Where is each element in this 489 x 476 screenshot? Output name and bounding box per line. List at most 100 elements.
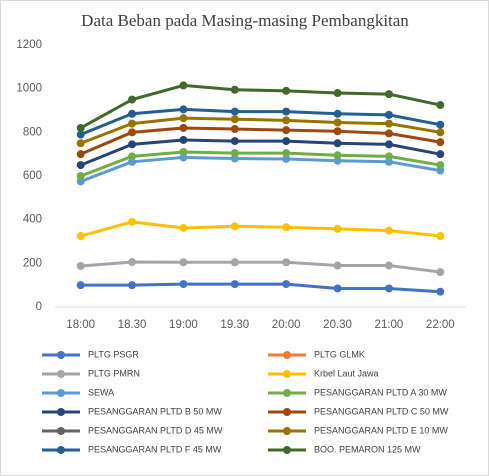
point [230, 107, 239, 116]
point [282, 116, 291, 125]
point [333, 151, 342, 160]
legend-marker [57, 389, 65, 397]
point [384, 90, 393, 99]
point [128, 281, 137, 290]
point [128, 128, 137, 137]
point [282, 280, 291, 289]
legend-label: PESANGGARAN PLTD E 10 MW [314, 425, 448, 435]
x-tick-label: 22:00 [426, 319, 455, 331]
point [179, 81, 188, 90]
legend-marker [283, 389, 291, 397]
point [230, 85, 239, 94]
legend-label: PESANGGARAN PLTD C 50 MW [314, 406, 449, 416]
point [436, 232, 445, 241]
legend-label: PESANGGARAN PLTD A 30 MW [314, 387, 447, 397]
point [76, 161, 85, 170]
point [230, 222, 239, 231]
legend-marker [57, 370, 65, 378]
point [384, 110, 393, 119]
x-tick-label: 19:00 [169, 319, 198, 331]
point [384, 226, 393, 235]
y-tick-label: 800 [23, 126, 42, 138]
point [179, 135, 188, 144]
x-tick-label: 19.30 [220, 319, 249, 331]
series-line [80, 260, 441, 274]
legend-marker [283, 408, 291, 416]
point [282, 86, 291, 95]
point [333, 118, 342, 127]
point [384, 152, 393, 161]
point [128, 95, 137, 104]
x-tick-label: 18:00 [66, 319, 95, 331]
point [436, 101, 445, 110]
point [282, 258, 291, 267]
legend-label: PLTG PMRN [88, 368, 140, 378]
legend-label: PLTG GLMK [314, 349, 365, 359]
point [436, 128, 445, 137]
x-tick-label: 20:00 [272, 319, 301, 331]
point [76, 172, 85, 180]
series-line [80, 138, 441, 167]
point [333, 261, 342, 270]
point [436, 161, 445, 170]
point [384, 140, 393, 149]
point [76, 139, 85, 148]
series-line [80, 150, 441, 178]
y-tick-label: 1200 [16, 39, 42, 51]
legend-label: PESANGGARAN PLTD B 50 MW [88, 406, 222, 416]
legend-marker [283, 351, 291, 359]
point [230, 280, 239, 289]
point [333, 224, 342, 233]
point [128, 119, 137, 128]
y-tick-label: 400 [23, 214, 42, 226]
point [230, 137, 239, 146]
point [436, 120, 445, 129]
legend-marker [283, 446, 291, 454]
series-line [80, 220, 441, 238]
point [436, 287, 445, 296]
chart-title: Data Beban pada Masing-masing Pembangkit… [81, 11, 409, 30]
x-tick-label: 21:00 [375, 319, 404, 331]
y-tick-label: 1000 [16, 83, 42, 95]
y-tick-label: 200 [23, 257, 42, 269]
point [179, 280, 188, 289]
legend-marker [57, 351, 65, 359]
point [436, 150, 445, 159]
series-line [80, 282, 441, 294]
point [76, 150, 85, 159]
point [128, 217, 137, 226]
point [230, 115, 239, 124]
point [333, 284, 342, 293]
point [128, 109, 137, 118]
point [436, 268, 445, 277]
point [128, 152, 137, 161]
point [384, 261, 393, 270]
legend-marker [283, 427, 291, 435]
point [282, 149, 291, 158]
point [333, 109, 342, 118]
point [436, 138, 445, 147]
point [384, 284, 393, 293]
legend-label: SEWA [88, 387, 114, 397]
point [333, 89, 342, 98]
point [333, 139, 342, 148]
x-tick-label: 20.30 [323, 319, 352, 331]
legend-marker [283, 370, 291, 378]
series-line [80, 116, 441, 145]
point [230, 125, 239, 134]
legend-label: PLTG PSGR [88, 349, 139, 359]
point [179, 147, 188, 156]
y-tick-label: 0 [36, 301, 42, 313]
legend-marker [57, 446, 65, 454]
point [76, 130, 85, 139]
series-line [80, 126, 441, 156]
legend-marker [57, 408, 65, 416]
x-tick-label: 18.30 [118, 319, 147, 331]
series-line [79, 83, 441, 130]
legend-label: BOO. PEMARON 125 MW [314, 444, 421, 454]
legend-label: PESANGGARAN PLTD D 45 MW [88, 425, 223, 435]
point [384, 119, 393, 128]
point [282, 137, 291, 146]
